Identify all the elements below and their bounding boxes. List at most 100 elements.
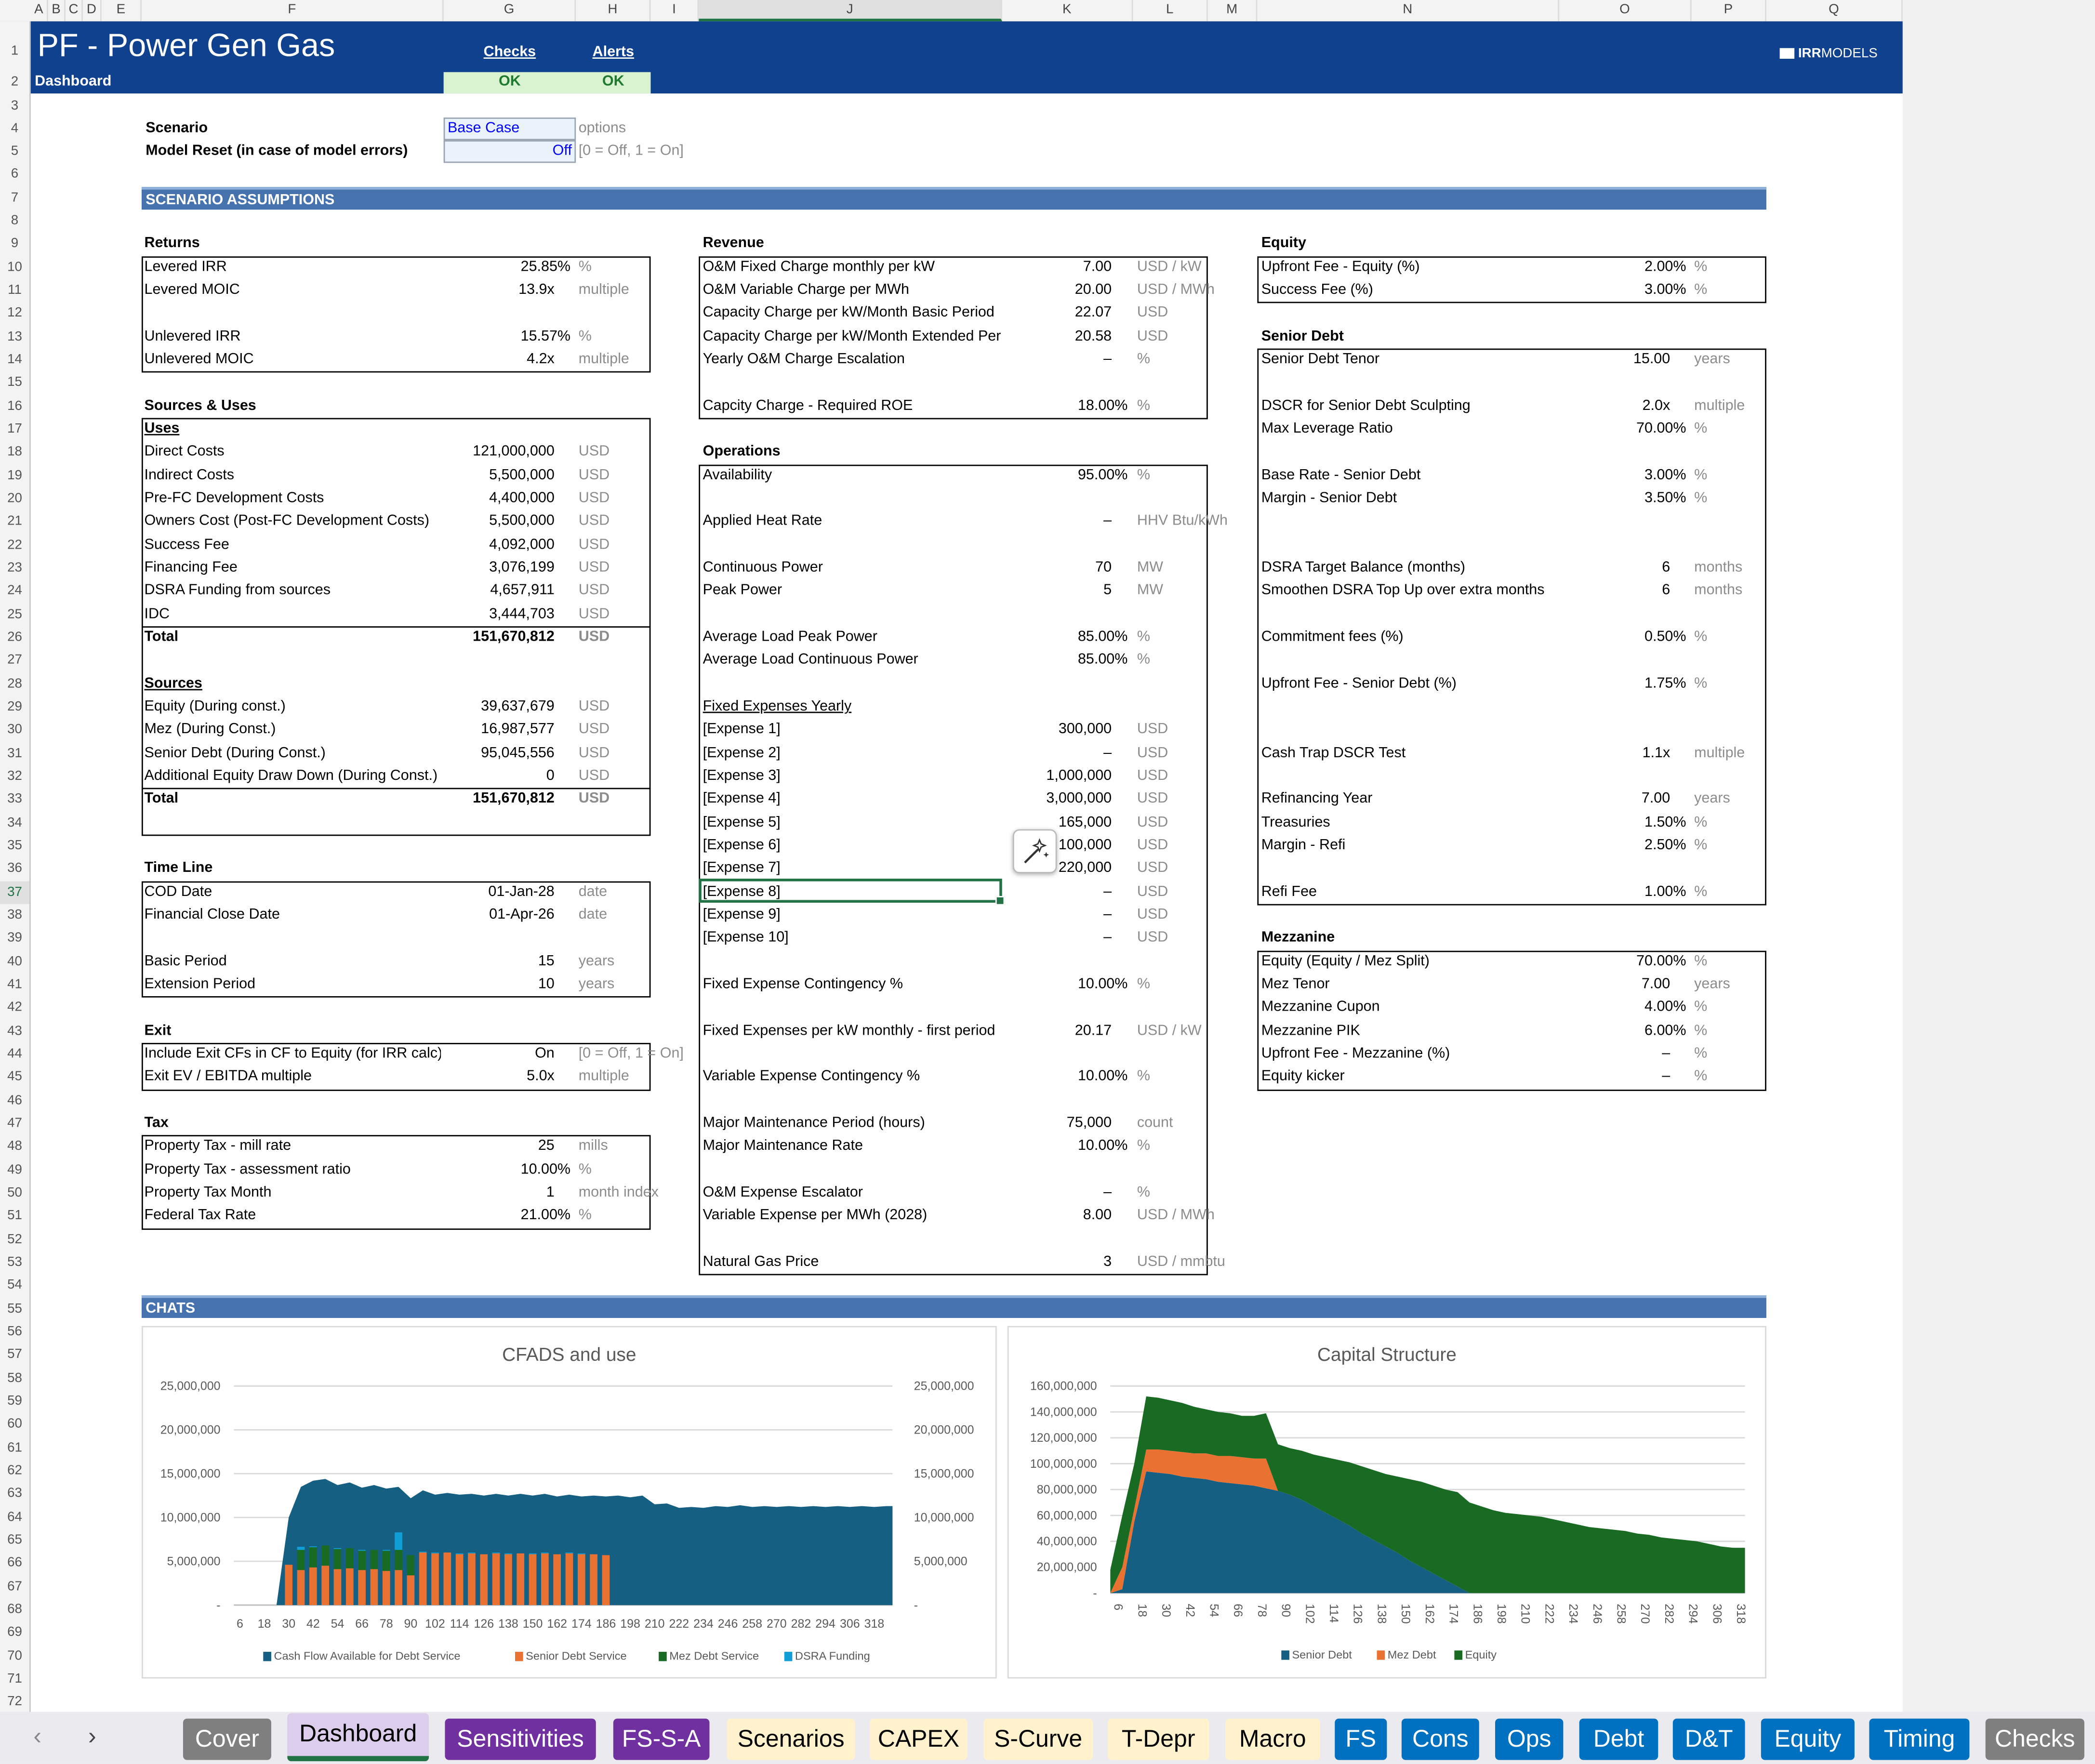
row-value-cell[interactable]: 15 xyxy=(538,953,555,970)
column-header-E[interactable]: E xyxy=(102,0,142,22)
model-reset-input[interactable]: Off xyxy=(443,140,576,163)
row-header-24[interactable]: 24 xyxy=(7,584,22,599)
row-header-3[interactable]: 3 xyxy=(11,98,19,113)
row-header-67[interactable]: 67 xyxy=(7,1579,22,1594)
row-header-72[interactable]: 72 xyxy=(7,1695,22,1710)
row-value-cell[interactable]: 1.1x xyxy=(1642,745,1671,761)
column-header-H[interactable]: H xyxy=(576,0,651,22)
quick-analysis-button[interactable] xyxy=(1012,829,1057,873)
row-header-39[interactable]: 39 xyxy=(7,931,22,946)
row-header-21[interactable]: 21 xyxy=(7,514,22,530)
column-header-N[interactable]: N xyxy=(1257,0,1560,22)
row-header-37[interactable]: 37 xyxy=(0,881,30,905)
row-header-8[interactable]: 8 xyxy=(11,213,19,229)
row-value-cell[interactable]: 3.00% xyxy=(1644,282,1686,298)
row-value-cell[interactable]: 13.9x xyxy=(518,282,555,298)
column-header-O[interactable]: O xyxy=(1559,0,1692,22)
row-value-cell[interactable]: 5,500,000 xyxy=(489,467,555,483)
row-header-61[interactable]: 61 xyxy=(7,1440,22,1456)
row-value-cell[interactable]: 121,000,000 xyxy=(473,444,555,460)
column-header-M[interactable]: M xyxy=(1208,0,1258,22)
row-header-49[interactable]: 49 xyxy=(7,1162,22,1178)
column-header-C[interactable]: C xyxy=(66,0,83,22)
row-value-cell[interactable]: 3,076,199 xyxy=(489,559,555,576)
row-header-60[interactable]: 60 xyxy=(7,1417,22,1432)
sheet-tab-timing[interactable]: Timing xyxy=(1869,1718,1970,1760)
row-value-cell[interactable]: 16,987,577 xyxy=(481,722,555,738)
row-value-cell[interactable]: 01-Jan-28 xyxy=(488,883,555,900)
column-header-A[interactable]: A xyxy=(31,0,48,22)
row-header-36[interactable]: 36 xyxy=(7,862,22,877)
row-header-41[interactable]: 41 xyxy=(7,977,22,993)
row-value-cell[interactable]: 20.17 xyxy=(1074,1022,1112,1039)
row-value-cell[interactable]: 1 xyxy=(546,1185,555,1201)
row-value-cell[interactable]: 151,670,812 xyxy=(473,791,555,807)
row-header-43[interactable]: 43 xyxy=(7,1024,22,1039)
row-value-cell[interactable]: 10.00% xyxy=(520,1161,571,1178)
row-header-52[interactable]: 52 xyxy=(7,1232,22,1247)
row-value-cell[interactable]: – xyxy=(1662,1069,1671,1085)
sheet-tab-cons[interactable]: Cons xyxy=(1401,1718,1479,1760)
alerts-link[interactable]: Alerts xyxy=(592,44,635,60)
row-header-11[interactable]: 11 xyxy=(8,283,22,298)
row-header-4[interactable]: 4 xyxy=(11,121,19,136)
row-value-cell[interactable]: 21.00% xyxy=(520,1208,571,1224)
column-header-G[interactable]: G xyxy=(444,0,576,22)
row-header-35[interactable]: 35 xyxy=(7,839,22,854)
row-header-40[interactable]: 40 xyxy=(7,954,22,970)
row-value-cell[interactable]: 300,000 xyxy=(1058,722,1112,738)
sheet-tab-capex[interactable]: CAPEX xyxy=(870,1718,968,1760)
row-value-cell[interactable]: 2.50% xyxy=(1644,837,1686,854)
row-header-69[interactable]: 69 xyxy=(7,1625,22,1641)
row-header-32[interactable]: 32 xyxy=(7,769,22,784)
sheet-tab-t-depr[interactable]: T-Depr xyxy=(1107,1718,1209,1760)
selected-cell-J37[interactable] xyxy=(699,879,1005,906)
row-value-cell[interactable]: 5 xyxy=(1103,582,1112,599)
row-header-22[interactable]: 22 xyxy=(7,538,22,553)
row-header-27[interactable]: 27 xyxy=(7,653,22,669)
row-value-cell[interactable]: 4,092,000 xyxy=(489,536,555,553)
row-value-cell[interactable]: 6 xyxy=(1662,559,1671,576)
row-value-cell[interactable]: 39,637,679 xyxy=(481,698,555,715)
row-value-cell[interactable]: 1.00% xyxy=(1644,883,1686,900)
row-value-cell[interactable]: 4.00% xyxy=(1644,999,1686,1016)
row-header-56[interactable]: 56 xyxy=(7,1325,22,1340)
row-value-cell[interactable]: 85.00% xyxy=(1077,652,1128,669)
row-value-cell[interactable]: 20.00 xyxy=(1074,282,1112,298)
row-header-53[interactable]: 53 xyxy=(7,1255,22,1270)
row-header-13[interactable]: 13 xyxy=(7,329,22,344)
row-value-cell[interactable]: 10.00% xyxy=(1077,1138,1128,1155)
sheet-tab-d-t[interactable]: D&T xyxy=(1672,1718,1745,1760)
row-value-cell[interactable]: 1.75% xyxy=(1644,675,1686,692)
column-header-L[interactable]: L xyxy=(1133,0,1208,22)
capital-structure-chart[interactable]: Capital Structure - 20,000,000 40,000,000 60… xyxy=(1007,1326,1766,1679)
row-header-5[interactable]: 5 xyxy=(11,144,19,159)
row-header-50[interactable]: 50 xyxy=(7,1186,22,1201)
row-value-cell[interactable]: – xyxy=(1103,351,1112,368)
row-header-15[interactable]: 15 xyxy=(7,376,22,391)
row-value-cell[interactable]: 6.00% xyxy=(1644,1022,1686,1039)
row-value-cell[interactable]: – xyxy=(1103,745,1112,761)
column-header-J[interactable]: J xyxy=(699,0,1002,22)
chevron-left-icon[interactable]: ‹ xyxy=(33,1723,41,1750)
row-value-cell[interactable]: 15.57% xyxy=(520,328,571,344)
row-value-cell[interactable]: – xyxy=(1103,883,1112,900)
row-value-cell[interactable]: 6 xyxy=(1662,582,1671,599)
row-value-cell[interactable]: 20.58 xyxy=(1074,328,1112,344)
row-value-cell[interactable]: 7.00 xyxy=(1641,791,1671,807)
sheet-tab-ops[interactable]: Ops xyxy=(1495,1718,1564,1760)
row-value-cell[interactable]: 10.00% xyxy=(1077,1069,1128,1085)
row-value-cell[interactable]: 165,000 xyxy=(1058,814,1112,830)
row-value-cell[interactable]: On xyxy=(535,1045,555,1062)
row-header-71[interactable]: 71 xyxy=(7,1672,22,1687)
sheet-tab-debt[interactable]: Debt xyxy=(1579,1718,1658,1760)
row-header-34[interactable]: 34 xyxy=(7,816,22,830)
row-value-cell[interactable]: 10.00% xyxy=(1077,976,1128,993)
column-header-K[interactable]: K xyxy=(1002,0,1133,22)
row-value-cell[interactable]: 4,657,911 xyxy=(490,582,555,599)
row-header-48[interactable]: 48 xyxy=(7,1139,22,1155)
row-value-cell[interactable]: 7.00 xyxy=(1641,976,1671,993)
row-value-cell[interactable]: 15.00 xyxy=(1633,351,1671,368)
row-value-cell[interactable]: 70.00% xyxy=(1636,421,1686,437)
row-header-46[interactable]: 46 xyxy=(7,1093,22,1108)
